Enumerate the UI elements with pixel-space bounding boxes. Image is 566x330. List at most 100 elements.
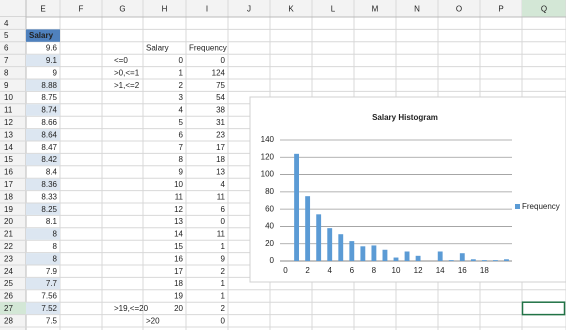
cell[interactable]: 8.64: [41, 130, 57, 139]
cell[interactable]: 0: [179, 56, 184, 65]
column-header[interactable]: E: [40, 5, 45, 14]
cell[interactable]: 7.9: [46, 267, 58, 276]
cell[interactable]: 3: [179, 93, 184, 102]
cell[interactable]: 7.56: [41, 292, 57, 301]
cell[interactable]: 9: [179, 168, 184, 177]
cell[interactable]: 11: [175, 192, 184, 201]
cell[interactable]: 1: [221, 279, 226, 288]
cell[interactable]: 5: [179, 118, 184, 127]
cell[interactable]: 1: [221, 292, 226, 301]
cell[interactable]: 7.7: [46, 279, 58, 288]
row-number[interactable]: 9: [4, 81, 9, 90]
row-number[interactable]: 22: [4, 242, 13, 251]
row-number[interactable]: 25: [4, 279, 13, 288]
row-number[interactable]: 21: [4, 230, 13, 239]
cell[interactable]: >19,<=20: [114, 304, 149, 313]
cell[interactable]: 4: [221, 180, 226, 189]
row-number[interactable]: 14: [4, 143, 13, 152]
cell[interactable]: Frequency: [189, 44, 227, 53]
cell[interactable]: >20: [146, 316, 160, 325]
cell[interactable]: 8: [179, 155, 184, 164]
cell[interactable]: >0,<=1: [114, 68, 140, 77]
row-number[interactable]: 20: [4, 217, 13, 226]
cell[interactable]: 54: [216, 93, 225, 102]
cell[interactable]: 9.1: [46, 56, 58, 65]
cell[interactable]: 7.5: [46, 316, 58, 325]
cell[interactable]: 20: [174, 304, 183, 313]
cell[interactable]: 8.4: [46, 168, 58, 177]
cell[interactable]: 8: [53, 242, 58, 251]
cell[interactable]: 17: [174, 267, 183, 276]
cell[interactable]: >1,<=2: [114, 81, 140, 90]
column-header[interactable]: N: [414, 5, 420, 14]
cell[interactable]: 15: [174, 242, 183, 251]
cell[interactable]: 13: [216, 168, 225, 177]
row-number[interactable]: 13: [4, 130, 13, 139]
column-header[interactable]: G: [119, 5, 125, 14]
cell[interactable]: 8.74: [41, 106, 57, 115]
column-header[interactable]: Q: [541, 5, 547, 14]
cell[interactable]: 2: [221, 304, 226, 313]
row-number[interactable]: 6: [4, 44, 9, 53]
row-number[interactable]: 5: [4, 31, 9, 40]
row-number[interactable]: 7: [4, 56, 9, 65]
chart-area[interactable]: [249, 96, 566, 283]
cell[interactable]: 8.75: [41, 93, 57, 102]
cell[interactable]: 75: [216, 81, 225, 90]
column-header[interactable]: O: [456, 5, 462, 14]
selected-cell[interactable]: [521, 301, 566, 316]
cell[interactable]: Salary: [146, 44, 169, 53]
row-number[interactable]: 17: [4, 180, 13, 189]
row-number[interactable]: 16: [4, 168, 13, 177]
cell[interactable]: 8.1: [46, 217, 58, 226]
column-header[interactable]: L: [331, 5, 336, 14]
cell[interactable]: 8.66: [41, 118, 57, 127]
column-header[interactable]: F: [79, 5, 84, 14]
column-header[interactable]: M: [372, 5, 379, 14]
column-header[interactable]: K: [288, 5, 294, 14]
row-number[interactable]: 19: [4, 205, 13, 214]
row-number[interactable]: 26: [4, 292, 13, 301]
cell[interactable]: 1: [179, 68, 184, 77]
cell[interactable]: 16: [174, 254, 183, 263]
cell[interactable]: 9: [221, 254, 226, 263]
column-header[interactable]: H: [162, 5, 168, 14]
column-header[interactable]: J: [247, 5, 251, 14]
cell[interactable]: 124: [212, 68, 226, 77]
cell[interactable]: 2: [179, 81, 184, 90]
cell[interactable]: 19: [174, 292, 183, 301]
cell[interactable]: 14: [174, 230, 183, 239]
cell[interactable]: 0: [221, 56, 226, 65]
cell[interactable]: 7: [179, 143, 184, 152]
cell[interactable]: 23: [216, 130, 225, 139]
cell[interactable]: 12: [174, 205, 183, 214]
cell[interactable]: 13: [174, 217, 183, 226]
cell[interactable]: <=0: [114, 56, 128, 65]
row-number[interactable]: 8: [4, 68, 9, 77]
cell[interactable]: 0: [221, 316, 226, 325]
cell[interactable]: 38: [216, 106, 225, 115]
row-number[interactable]: 18: [4, 192, 13, 201]
column-header[interactable]: I: [206, 5, 208, 14]
cell[interactable]: 11: [217, 230, 226, 239]
row-number[interactable]: 15: [4, 155, 13, 164]
cell[interactable]: 8: [53, 230, 58, 239]
cell[interactable]: 6: [179, 130, 184, 139]
cell[interactable]: 8.47: [41, 143, 57, 152]
cell[interactable]: 8.36: [41, 180, 57, 189]
row-number[interactable]: 27: [4, 304, 13, 313]
cell[interactable]: 8.88: [41, 81, 57, 90]
column-header[interactable]: P: [498, 5, 503, 14]
cell[interactable]: 9.6: [46, 44, 58, 53]
cell[interactable]: 2: [221, 267, 226, 276]
cell[interactable]: 8.25: [41, 205, 57, 214]
cell[interactable]: 18: [174, 279, 183, 288]
cell[interactable]: 31: [216, 118, 225, 127]
cell[interactable]: 8.33: [41, 192, 57, 201]
row-number[interactable]: 11: [4, 106, 13, 115]
cell[interactable]: 10: [174, 180, 183, 189]
cell[interactable]: 17: [216, 143, 225, 152]
cell[interactable]: Salary: [29, 31, 54, 40]
cell[interactable]: 6: [221, 205, 226, 214]
cell[interactable]: 0: [221, 217, 226, 226]
